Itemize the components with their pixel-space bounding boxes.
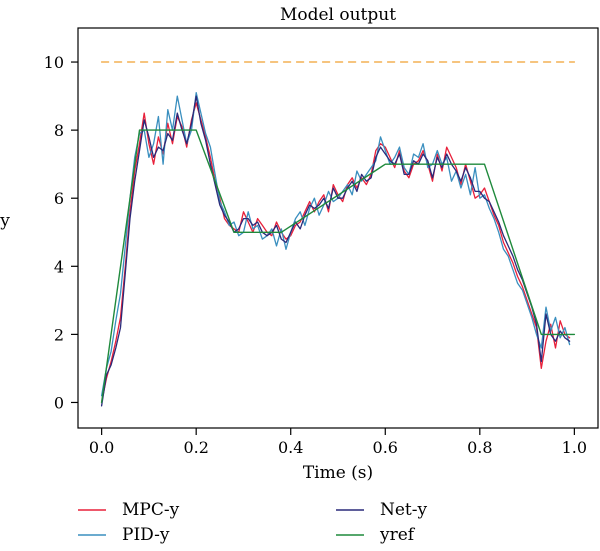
x-tick-label: 0.6 xyxy=(373,438,398,457)
x-tick-label: 0.8 xyxy=(467,438,492,457)
legend-label-net-y: Net-y xyxy=(380,500,428,520)
y-tick-label: 2 xyxy=(54,325,64,344)
legend-label-yref: yref xyxy=(379,525,416,545)
y-tick-label: 4 xyxy=(54,257,64,276)
series-layer xyxy=(100,61,576,407)
plot-area xyxy=(77,27,599,429)
chart-title: Model output xyxy=(280,5,396,25)
y-tick-label: 10 xyxy=(44,53,64,72)
x-tick-label: 0.2 xyxy=(183,438,208,457)
legend-label-pid-y: PID-y xyxy=(122,525,170,545)
x-axis: 0.0 0.2 0.4 0.6 0.8 1.0 xyxy=(89,428,587,457)
y-axis: 0 2 4 6 8 10 xyxy=(44,53,78,412)
x-tick-label: 0.4 xyxy=(278,438,303,457)
series-line-pid-y xyxy=(100,92,571,397)
y-tick-label: 6 xyxy=(54,189,64,208)
series-line-net-y xyxy=(100,95,571,407)
legend-label-mpc-y: MPC-y xyxy=(122,500,180,520)
series-line-yref xyxy=(100,129,576,404)
x-tick-label: 1.0 xyxy=(562,438,587,457)
plot-frame xyxy=(77,27,599,429)
y-axis-label: y xyxy=(0,211,10,231)
y-tick-label: 0 xyxy=(54,393,64,412)
y-tick-label: 8 xyxy=(54,121,64,140)
series-line-mpc-y xyxy=(100,102,571,404)
x-tick-label: 0.0 xyxy=(89,438,114,457)
legend: MPC-y PID-y Net-y yref xyxy=(78,500,428,545)
x-axis-label: Time (s) xyxy=(303,463,373,483)
